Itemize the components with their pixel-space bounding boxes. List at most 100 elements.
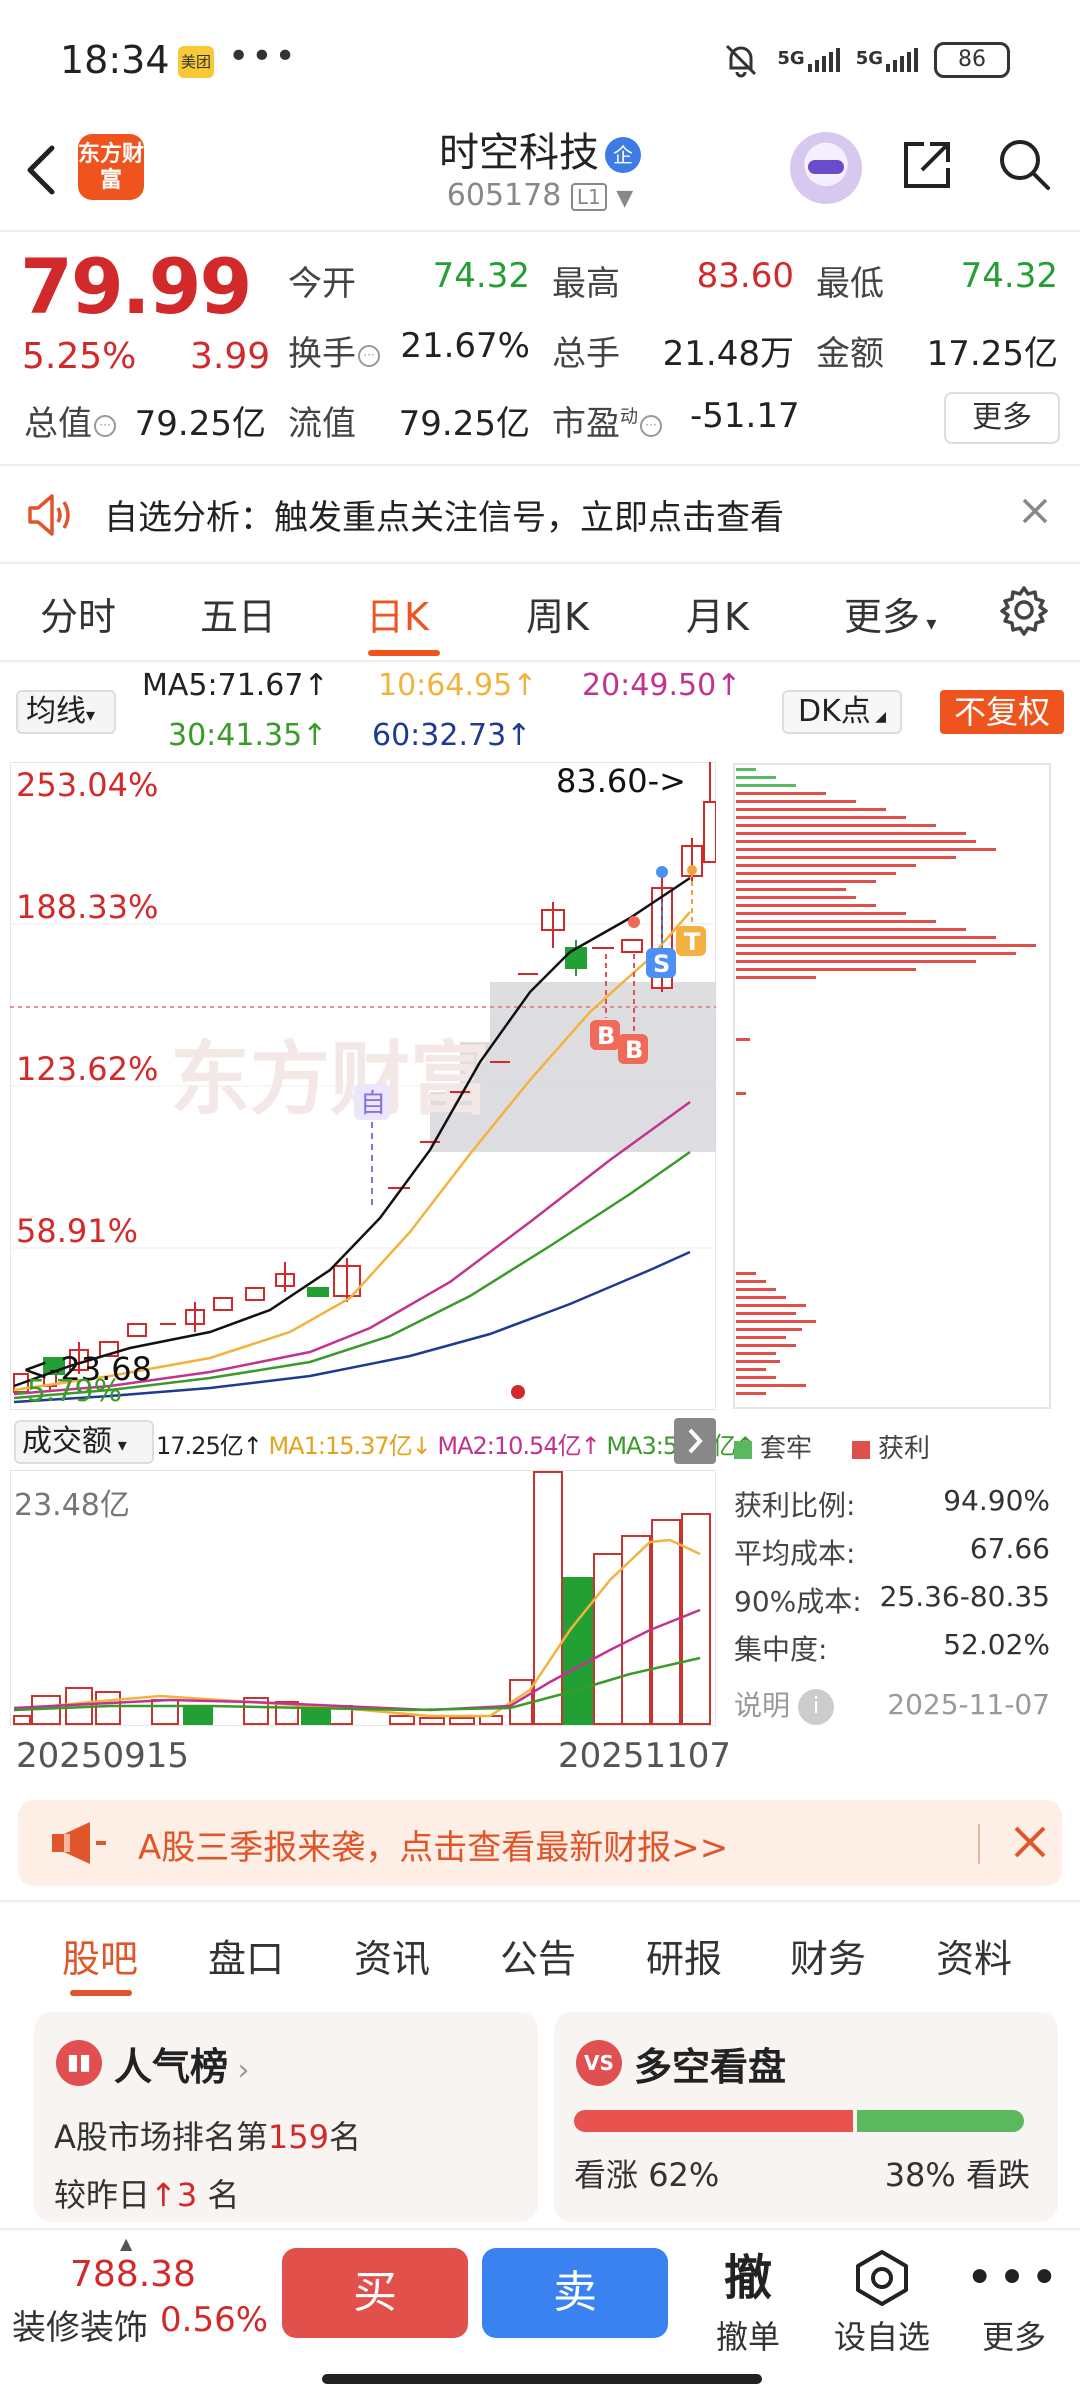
corner-caret-icon: ◢ <box>870 709 886 725</box>
tab-research[interactable]: 研报 <box>646 1937 723 1981</box>
y-label-5: -5.79% <box>16 1374 123 1409</box>
analysis-alert[interactable]: 自选分析：触发重点关注信号，立即点击查看 <box>0 466 1080 562</box>
popularity-title: 人气榜 › <box>114 2045 250 2089</box>
start-date: 20250915 <box>16 1736 190 1776</box>
tab-five-day[interactable]: 五日 <box>200 595 277 639</box>
share-icon[interactable] <box>900 136 956 192</box>
chip-distribution-chart[interactable] <box>732 762 1052 1410</box>
volume-ma-values: 17.25亿↑ MA1:15.37亿↓ MA2:10.54亿↑ MA3:5.92… <box>156 1432 755 1460</box>
earnings-banner[interactable]: A股三季报来袭，点击查看最新财报>> <box>18 1800 1062 1886</box>
bull-bar <box>574 2110 853 2132</box>
svg-text:B: B <box>625 1036 643 1064</box>
tab-guba[interactable]: 股吧 <box>62 1937 139 1981</box>
cost90-value: 25.36-80.35 <box>879 1580 1050 1613</box>
assistant-avatar-icon[interactable] <box>790 132 862 204</box>
end-date: 20251107 <box>558 1736 732 1776</box>
sell-button[interactable]: 卖 <box>482 2248 668 2338</box>
buy-button[interactable]: 买 <box>282 2248 468 2338</box>
pe-value: -51.17 <box>690 396 800 436</box>
volume-ma1-line <box>13 1538 701 1718</box>
t-marker: T <box>676 872 706 956</box>
svg-text:S: S <box>653 950 670 978</box>
cancel-order-button[interactable]: 撤 撤单 <box>688 2248 808 2358</box>
bull-bear-title: 多空看盘 <box>634 2045 787 2089</box>
add-watchlist-button[interactable]: 设自选 <box>822 2248 942 2358</box>
banner-text: A股三季报来袭，点击查看最新财报>> <box>138 1828 729 1868</box>
divider <box>978 1824 980 1864</box>
candlestick-chart[interactable]: 东方财富 <box>10 762 716 1410</box>
tab-daily-k[interactable]: 日K <box>366 595 429 639</box>
signal-dot <box>687 865 697 875</box>
svg-text:T: T <box>684 928 701 956</box>
tab-weekly-k[interactable]: 周K <box>526 595 589 639</box>
float-label: 流值 <box>288 404 356 444</box>
amount-label: 金额 <box>816 334 884 374</box>
high-note: 83.60-> <box>556 762 686 800</box>
float-value: 79.25亿 <box>398 404 530 444</box>
caret-down-icon: ▾ <box>920 611 937 635</box>
mktcap-label[interactable]: 总值 ··· <box>24 396 116 445</box>
volume-chart[interactable] <box>10 1470 716 1726</box>
tab-news[interactable]: 资讯 <box>354 1937 431 1981</box>
status-bar: 18:34 美团 ••• 5G 5G 86 <box>0 0 1080 120</box>
active-tab-indicator <box>70 1990 132 1996</box>
turnover-label[interactable]: 换手 ··· <box>288 326 380 375</box>
close-icon[interactable] <box>1010 486 1060 536</box>
no-adjust-button[interactable]: 不复权 <box>940 690 1064 734</box>
tab-more[interactable]: 更多 ▾ <box>844 595 937 639</box>
stock-name: 时空科技企 <box>0 120 1080 178</box>
back-arrow-icon[interactable] <box>22 140 62 200</box>
signal-5g-2-icon: 5G <box>856 48 918 72</box>
pe-label[interactable]: 市盈动 ··· <box>552 396 662 445</box>
popularity-card[interactable]: ▮▮ 人气榜 › A股市场排名第159名 较昨日↑3 名 <box>34 2012 538 2222</box>
period-tabs: 分时 五日 日K 周K 月K 更多 ▾ <box>0 564 1080 660</box>
gear-icon[interactable] <box>998 584 1050 636</box>
stock-code[interactable]: 605178 L1 ▼ <box>446 178 634 213</box>
info-icon: i <box>798 1689 835 1725</box>
quote-more-button[interactable]: 更多 <box>944 392 1060 444</box>
bull-line: 看涨 62% <box>574 2156 720 2194</box>
ma5-value: MA5:71.67↑ <box>142 668 329 703</box>
change-amount: 3.99 <box>190 336 271 377</box>
ma30-line <box>13 1150 691 1400</box>
indicator-select[interactable]: 均线▾ <box>16 690 116 734</box>
y-label-2: 188.33% <box>16 888 159 926</box>
bottom-action-bar: ▲ 788.38 装修装饰 0.56% 买 卖 撤 撤单 设自选 ••• 更多 <box>0 2228 1080 2400</box>
tab-finance[interactable]: 财务 <box>790 1937 867 1981</box>
close-icon[interactable] <box>1008 1820 1052 1864</box>
bull-bear-bar <box>574 2110 1024 2132</box>
ma10-line <box>13 911 691 1392</box>
more-notifications-icon: ••• <box>228 36 298 77</box>
bar-chart-icon: ▮▮ <box>56 2040 102 2086</box>
more-info-icon: ··· <box>358 344 380 367</box>
tab-pankou[interactable]: 盘口 <box>208 1937 285 1981</box>
volume-indicator-select[interactable]: 成交额 ▾ <box>14 1420 154 1464</box>
tab-announcements[interactable]: 公告 <box>500 1937 577 1981</box>
note-link[interactable]: 说明 i <box>734 1684 835 1725</box>
divider <box>0 230 1080 232</box>
ma20-line <box>13 1100 691 1396</box>
chip-bars-profit <box>736 792 1036 1395</box>
bull-bear-card[interactable]: VS 多空看盘 看涨 62% 38% 看跌 <box>554 2012 1058 2222</box>
ma30-value: 30:41.35↑ <box>168 718 328 753</box>
y-label-3: 123.62% <box>16 1050 159 1088</box>
self-marker: 自 <box>354 1084 390 1208</box>
tab-profile[interactable]: 资料 <box>936 1937 1013 1981</box>
l1-tag: L1 <box>570 182 607 211</box>
dk-point-button[interactable]: DK点 ◢ <box>782 690 902 734</box>
eastmoney-logo[interactable]: 东方财富 <box>78 134 144 200</box>
more-dots-icon: ••• <box>965 2250 1063 2306</box>
more-button[interactable]: ••• 更多 <box>954 2248 1074 2358</box>
tab-monthly-k[interactable]: 月K <box>686 595 749 639</box>
expand-arrow-button[interactable] <box>674 1418 716 1464</box>
sector-pct: 0.56% <box>160 2300 269 2340</box>
stock-header: 东方财富 时空科技企 605178 L1 ▼ <box>0 120 1080 230</box>
bear-bar <box>857 2110 1024 2132</box>
low-value: 74.32 <box>960 256 1058 296</box>
legend-swatch <box>734 1440 752 1459</box>
tab-intraday[interactable]: 分时 <box>40 595 117 639</box>
vs-icon: VS <box>576 2040 622 2086</box>
caret-down-icon: ▾ <box>86 705 96 726</box>
home-indicator[interactable] <box>322 2374 762 2384</box>
search-icon[interactable] <box>996 136 1052 192</box>
